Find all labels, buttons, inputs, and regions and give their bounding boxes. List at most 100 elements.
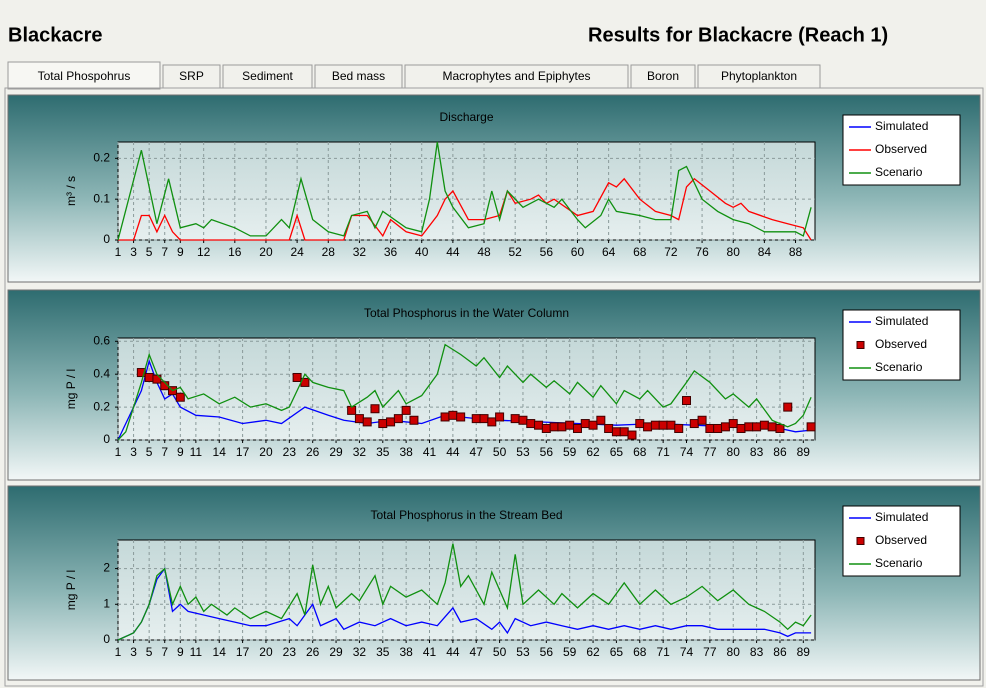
tab[interactable]: SRP <box>162 64 221 89</box>
y-tick-label: 1 <box>103 596 110 610</box>
observed-point <box>728 419 738 429</box>
x-tick-label: 17 <box>236 645 250 659</box>
chart-title: Total Phosphorus in the Stream Bed <box>370 508 562 522</box>
legend-label: Observed <box>875 337 927 351</box>
x-tick-label: 86 <box>773 645 787 659</box>
observed-point <box>175 392 185 402</box>
legend-label: Observed <box>875 533 927 547</box>
observed-point <box>783 402 793 412</box>
x-tick-label: 7 <box>161 245 168 259</box>
plot-area <box>117 539 816 641</box>
x-tick-label: 59 <box>563 445 577 459</box>
observed-point <box>635 419 645 429</box>
tab[interactable]: Total Phospohrus <box>7 61 161 90</box>
observed-point <box>682 396 692 406</box>
x-tick-label: 26 <box>306 445 320 459</box>
observed-point <box>596 415 606 425</box>
observed-point <box>144 372 154 382</box>
x-tick-label: 5 <box>146 245 153 259</box>
x-tick-label: 77 <box>703 645 717 659</box>
y-axis-label: m³ / s <box>64 176 78 206</box>
x-tick-label: 41 <box>423 645 437 659</box>
observed-point <box>650 420 660 430</box>
x-tick-label: 71 <box>656 645 670 659</box>
legend-label: Simulated <box>875 314 928 328</box>
tab[interactable]: Sediment <box>222 64 313 89</box>
tab-label[interactable]: Sediment <box>242 69 293 83</box>
observed-point <box>736 423 746 433</box>
observed-point <box>752 422 762 432</box>
x-tick-label: 38 <box>399 645 413 659</box>
observed-point <box>479 414 489 424</box>
observed-point <box>526 419 536 429</box>
y-tick-label: 0.6 <box>93 333 110 347</box>
tab-page <box>4 87 984 687</box>
observed-point <box>720 422 730 432</box>
observed-point <box>666 420 676 430</box>
observed-point <box>549 422 559 432</box>
x-tick-label: 65 <box>610 445 624 459</box>
x-tick-label: 32 <box>353 245 367 259</box>
x-tick-label: 16 <box>228 245 242 259</box>
x-tick-label: 12 <box>197 245 211 259</box>
x-tick-label: 1 <box>115 245 122 259</box>
x-tick-label: 24 <box>290 245 304 259</box>
x-tick-label: 56 <box>540 645 554 659</box>
x-tick-label: 80 <box>727 445 741 459</box>
legend-label: Observed <box>875 142 927 156</box>
legend-label: Scenario <box>875 165 923 179</box>
tab-label[interactable]: SRP <box>179 69 204 83</box>
results-title: Results for Blackacre (Reach 1) <box>588 24 888 46</box>
x-tick-label: 1 <box>115 645 122 659</box>
x-tick-label: 64 <box>602 245 616 259</box>
x-tick-label: 35 <box>376 445 390 459</box>
x-tick-label: 74 <box>680 445 694 459</box>
x-tick-label: 52 <box>508 245 522 259</box>
x-tick-label: 74 <box>680 645 694 659</box>
y-tick-label: 0.2 <box>93 399 110 413</box>
tab[interactable]: Phytoplankton <box>697 64 821 89</box>
series-line <box>117 543 812 641</box>
tab-label[interactable]: Bed mass <box>332 69 385 83</box>
x-tick-label: 80 <box>727 245 741 259</box>
observed-point <box>518 415 528 425</box>
tab[interactable]: Boron <box>630 64 696 89</box>
observed-point <box>401 405 411 415</box>
series-line <box>117 566 812 641</box>
observed-point <box>806 422 816 432</box>
x-tick-label: 23 <box>283 445 297 459</box>
x-tick-label: 5 <box>146 645 153 659</box>
x-tick-label: 60 <box>571 245 585 259</box>
legend-swatch <box>856 341 865 349</box>
x-tick-label: 44 <box>446 245 460 259</box>
observed-point <box>495 412 505 422</box>
tab[interactable]: Bed mass <box>314 64 403 89</box>
x-tick-label: 9 <box>177 445 184 459</box>
observed-point <box>767 422 777 432</box>
observed-point <box>713 423 723 433</box>
x-tick-label: 9 <box>177 245 184 259</box>
x-tick-label: 38 <box>399 445 413 459</box>
chart-title: Discharge <box>439 110 493 124</box>
tab-label[interactable]: Macrophytes and Epiphytes <box>442 69 590 83</box>
tab-label[interactable]: Boron <box>647 69 679 83</box>
x-tick-label: 68 <box>633 645 647 659</box>
x-tick-label: 3 <box>130 445 137 459</box>
tab-label[interactable]: Total Phospohrus <box>38 69 131 83</box>
x-tick-label: 7 <box>161 645 168 659</box>
tab-shape[interactable] <box>7 61 161 90</box>
tab-label[interactable]: Phytoplankton <box>721 69 797 83</box>
observed-point <box>471 414 481 424</box>
site-title: Blackacre <box>8 24 103 46</box>
observed-point <box>378 419 388 429</box>
observed-point <box>541 423 551 433</box>
observed-point <box>393 414 403 424</box>
x-tick-label: 62 <box>586 645 600 659</box>
x-tick-label: 7 <box>161 445 168 459</box>
observed-point <box>611 427 621 437</box>
x-tick-label: 86 <box>773 445 787 459</box>
tab[interactable]: Macrophytes and Epiphytes <box>404 64 629 89</box>
observed-point <box>759 420 769 430</box>
